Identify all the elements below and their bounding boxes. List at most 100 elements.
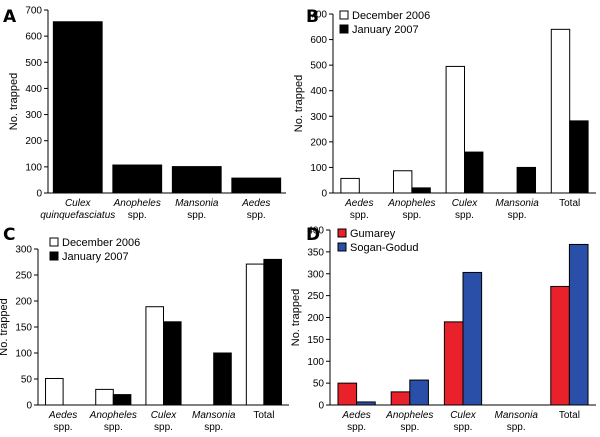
legend-label: January 2007 bbox=[62, 251, 129, 263]
chart-panel-a: 0 100 200 300 400 500 600 700 No. trapped A Culexq… bbox=[3, 6, 286, 221]
x-category-label: spp. bbox=[402, 210, 421, 221]
x-category-label: spp. bbox=[400, 422, 419, 433]
bar-december-2006-2 bbox=[145, 306, 164, 406]
x-category-label: Mansonia bbox=[495, 410, 539, 421]
y-tick-label: 0 bbox=[26, 401, 32, 412]
bar-value-2 bbox=[171, 166, 222, 194]
legend-swatch bbox=[49, 237, 59, 247]
panel-label: C bbox=[3, 225, 15, 245]
legend-swatch bbox=[337, 242, 347, 252]
panel-label: B bbox=[306, 7, 319, 27]
x-category-label: Anopheles bbox=[113, 198, 161, 209]
y-tick-label: 500 bbox=[25, 58, 42, 69]
x-category-label: Aedes bbox=[344, 198, 373, 209]
y-tick-label: 700 bbox=[310, 10, 327, 21]
panel-label: D bbox=[306, 225, 320, 245]
bar-gumarey-4 bbox=[550, 285, 570, 406]
bar-sogan-godud-4 bbox=[568, 243, 589, 406]
bar-december-2006-1 bbox=[95, 388, 114, 406]
x-category-label: Culex bbox=[65, 198, 92, 209]
bar-january-2007-2 bbox=[464, 151, 484, 194]
x-category-label: Culex bbox=[450, 410, 477, 421]
y-tick-label: 0 bbox=[321, 189, 327, 200]
y-tick-label: 200 bbox=[310, 137, 327, 148]
x-category-label: spp. bbox=[455, 210, 474, 221]
bar-sogan-godud-2 bbox=[462, 271, 483, 406]
y-tick-label: 100 bbox=[25, 162, 42, 173]
y-tick-label: 300 bbox=[25, 110, 42, 121]
legend-swatch bbox=[337, 228, 347, 238]
y-tick-label: 700 bbox=[25, 6, 42, 17]
bar-january-2007-3 bbox=[516, 166, 537, 194]
y-axis-label: No. trapped bbox=[290, 289, 302, 346]
bar-january-2007-1 bbox=[411, 187, 431, 194]
x-category-label: spp. bbox=[54, 422, 73, 433]
x-category-label: Aedes bbox=[341, 410, 370, 421]
y-tick-label: 100 bbox=[15, 349, 32, 360]
bar-gumarey-2 bbox=[443, 321, 464, 406]
bar-december-2006-0 bbox=[45, 377, 64, 406]
y-tick-label: 600 bbox=[25, 32, 42, 43]
y-tick-label: 400 bbox=[307, 226, 324, 237]
x-category-label: spp. bbox=[128, 210, 147, 221]
x-category-label: spp. bbox=[104, 422, 123, 433]
x-category-label: Mansonia bbox=[495, 198, 539, 209]
x-category-label: spp. bbox=[508, 210, 527, 221]
x-category-label: spp. bbox=[507, 422, 526, 433]
x-category-label: Aedes bbox=[241, 198, 270, 209]
bar-january-2007-4 bbox=[263, 258, 282, 406]
y-tick-label: 0 bbox=[318, 401, 324, 412]
x-category-label: spp. bbox=[204, 422, 223, 433]
x-category-label: spp. bbox=[154, 422, 173, 433]
bar-january-2007-2 bbox=[163, 321, 182, 406]
x-category-label: Mansonia bbox=[175, 198, 219, 209]
x-category-label: quinquefasciatus bbox=[40, 210, 115, 221]
legend-swatch bbox=[339, 24, 349, 34]
bar-value-3 bbox=[231, 177, 282, 194]
bar-value-1 bbox=[112, 164, 163, 194]
bar-december-2006-4 bbox=[245, 263, 265, 406]
bar-january-2007-3 bbox=[213, 352, 232, 406]
bar-december-2006-2 bbox=[445, 65, 465, 194]
y-tick-label: 150 bbox=[307, 335, 324, 346]
bar-sogan-godud-0 bbox=[356, 401, 376, 406]
y-tick-label: 100 bbox=[310, 163, 327, 174]
y-tick-label: 400 bbox=[310, 86, 327, 97]
bar-december-2006-0 bbox=[340, 177, 360, 194]
y-tick-label: 50 bbox=[313, 379, 325, 390]
y-tick-label: 500 bbox=[310, 61, 327, 72]
panel-label: A bbox=[3, 7, 17, 27]
y-tick-label: 200 bbox=[307, 313, 324, 324]
x-category-label: Anopheles bbox=[89, 410, 137, 421]
bar-gumarey-1 bbox=[390, 391, 411, 406]
legend-swatch bbox=[339, 10, 349, 20]
x-category-label: Aedes bbox=[48, 410, 77, 421]
y-tick-label: 200 bbox=[25, 136, 42, 147]
x-category-label: Total bbox=[253, 410, 274, 421]
chart-panel-d: 0 50 100 150 200 250 300 350 400 No. trapped D Aede… bbox=[290, 225, 596, 433]
y-tick-label: 300 bbox=[310, 112, 327, 123]
bar-sogan-godud-1 bbox=[409, 379, 429, 406]
y-tick-label: 150 bbox=[15, 323, 32, 334]
y-tick-label: 350 bbox=[307, 247, 324, 258]
legend-label: December 2006 bbox=[62, 237, 140, 249]
x-category-label: spp. bbox=[187, 210, 206, 221]
bar-value-0 bbox=[52, 21, 103, 194]
y-axis-label: No. trapped bbox=[293, 75, 305, 132]
y-tick-label: 50 bbox=[21, 375, 33, 386]
y-tick-label: 300 bbox=[15, 245, 32, 256]
x-category-label: Anopheles bbox=[385, 410, 433, 421]
legend-label: December 2006 bbox=[352, 10, 430, 22]
y-tick-label: 600 bbox=[310, 35, 327, 46]
x-category-label: spp. bbox=[350, 210, 369, 221]
y-tick-label: 400 bbox=[25, 84, 42, 95]
bar-gumarey-0 bbox=[337, 382, 358, 406]
y-axis-label: No. trapped bbox=[0, 298, 10, 355]
y-tick-label: 250 bbox=[307, 291, 324, 302]
x-category-label: spp. bbox=[247, 210, 266, 221]
y-tick-label: 200 bbox=[15, 297, 32, 308]
bar-january-2007-1 bbox=[112, 394, 132, 406]
